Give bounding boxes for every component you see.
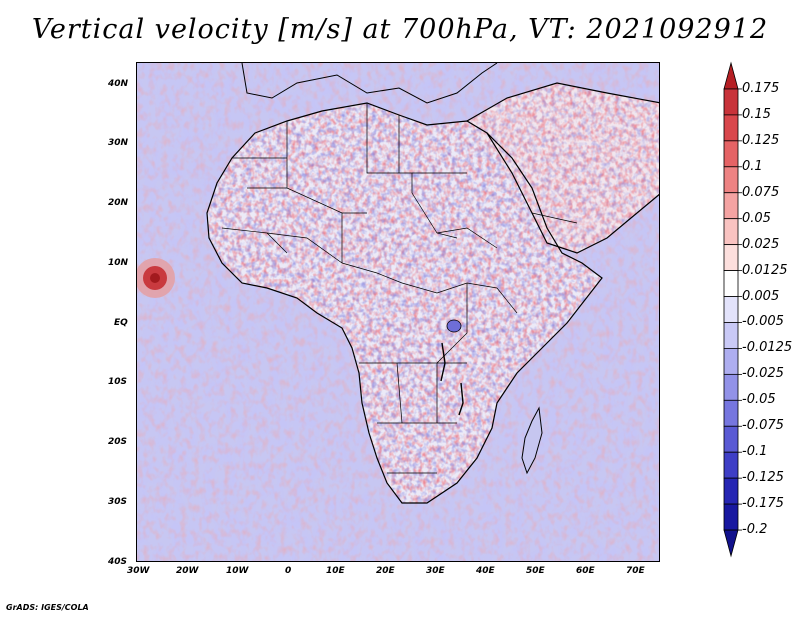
colorbar-segment (723, 270, 739, 297)
y-tick-label: 10N (108, 258, 129, 268)
colorbar-segment (723, 166, 739, 194)
colorbar-segment (723, 140, 739, 168)
colorbar-segment (723, 61, 739, 90)
y-tick-label: 20N (108, 198, 129, 208)
europe-coastline (241, 63, 498, 104)
colorbar-label: -0.05 (742, 392, 776, 408)
x-tick-label: 0 (285, 566, 292, 576)
y-tick-label: 30S (108, 497, 128, 507)
x-tick-label: 20W (176, 566, 199, 576)
lake-tanganyika (440, 342, 446, 382)
colorbar-label: 0.025 (742, 236, 780, 252)
x-tick-label: 20E (376, 566, 395, 576)
x-tick-label: 70E (626, 566, 645, 576)
y-tick-label: 30N (108, 138, 129, 148)
colorbar-label: 0.15 (742, 106, 771, 122)
colorbar-segment (723, 192, 739, 220)
colorbar-label: -0.2 (742, 522, 768, 538)
x-tick-label: 60E (576, 566, 595, 576)
y-tick-label: 40S (108, 557, 128, 567)
x-tick-label: 30W (127, 566, 150, 576)
colorbar-segment (723, 399, 739, 427)
x-tick-label: 10E (326, 566, 345, 576)
colorbar-segment (723, 348, 739, 375)
colorbar-label: -0.005 (742, 314, 784, 330)
colorbar-label: 0.075 (742, 184, 780, 200)
x-tick-label: 10W (226, 566, 249, 576)
colorbar-segment (723, 244, 739, 271)
credit-text: GrADS: IGES/COLA (6, 603, 89, 612)
y-tick-label: EQ (114, 318, 128, 328)
map-title: Vertical velocity [m/s] at 700hPa, VT: 2… (31, 14, 769, 45)
country-borders (221, 103, 578, 474)
colorbar-label: 0.05 (742, 210, 771, 226)
lake-malawi (458, 382, 464, 416)
arabia-coastline (466, 82, 659, 254)
colorbar-label: -0.125 (742, 470, 784, 486)
colorbar-segment (723, 425, 739, 453)
colorbar-label: -0.1 (742, 444, 768, 460)
colorbar-segment (723, 477, 739, 505)
africa-coastline (206, 102, 603, 504)
map-canvas (137, 63, 659, 561)
colorbar-segment (723, 529, 739, 558)
colorbar-segment (723, 296, 739, 323)
colorbar-label: -0.025 (742, 366, 784, 382)
cyclone-feature (137, 258, 175, 298)
colorbar-segment (723, 451, 739, 479)
colorbar-segment (723, 373, 739, 401)
colorbar-label: -0.0125 (742, 340, 793, 356)
y-tick-label: 40N (108, 79, 129, 89)
y-tick-label: 20S (108, 437, 128, 447)
colorbar-label: 0.005 (742, 288, 780, 304)
colorbar-segment (723, 218, 739, 246)
colorbar-label: -0.175 (742, 496, 784, 512)
y-tick-label: 10S (108, 377, 128, 387)
x-tick-label: 50E (526, 566, 545, 576)
colorbar-label: 0.175 (742, 80, 780, 96)
x-tick-label: 30E (426, 566, 445, 576)
x-tick-label: 40E (476, 566, 495, 576)
colorbar-label: -0.075 (742, 418, 784, 434)
madagascar-outline (521, 406, 543, 475)
lake-victoria (446, 319, 462, 333)
colorbar-segment (723, 322, 739, 349)
map-panel[interactable] (136, 62, 660, 562)
colorbar-segment (723, 114, 739, 142)
colorbar-segment (723, 503, 739, 531)
colorbar-label: 0.0125 (742, 262, 788, 278)
colorbar-label: 0.1 (742, 158, 763, 174)
colorbar-label: 0.125 (742, 132, 780, 148)
colorbar-segment (723, 88, 739, 116)
